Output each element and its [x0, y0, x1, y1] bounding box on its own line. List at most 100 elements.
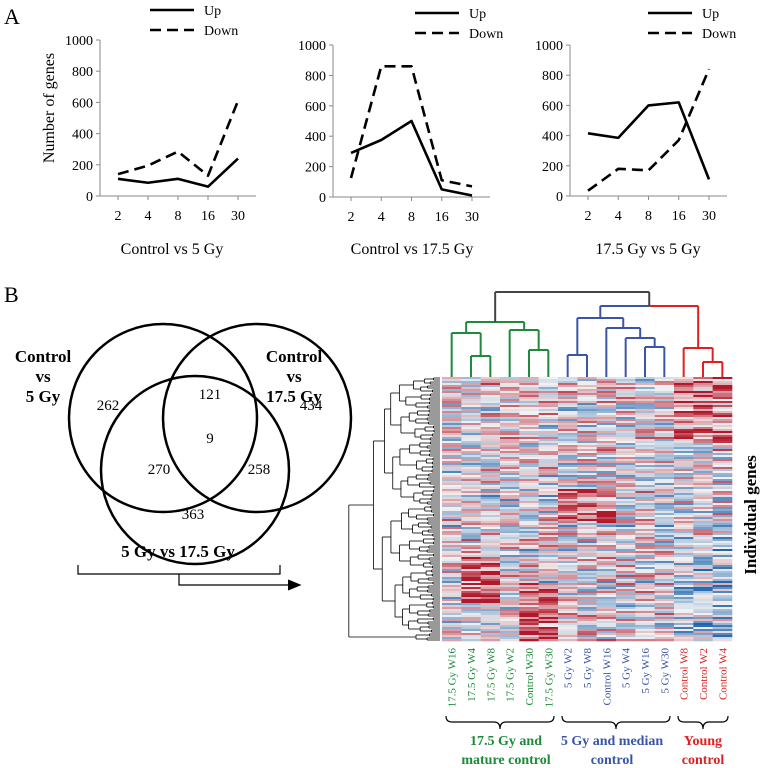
heatmap-cell — [577, 541, 597, 544]
heatmap-cell — [577, 467, 597, 470]
heatmap-cell — [480, 565, 501, 568]
heatmap-cell — [500, 425, 520, 428]
heatmap-cell — [480, 537, 501, 540]
heatmap-cell — [442, 417, 462, 420]
y-axis-label: Number of genes — [41, 53, 58, 163]
heatmap-cell — [674, 583, 694, 586]
heatmap-cell — [442, 573, 462, 576]
heatmap-cell — [480, 381, 501, 384]
heatmap-cell — [461, 635, 481, 638]
panel-label-b: B — [4, 282, 19, 307]
heatmap-cell — [654, 631, 675, 634]
heatmap-cell — [519, 451, 539, 454]
y-tick-label: 800 — [305, 69, 326, 84]
heatmap-cell — [712, 439, 733, 442]
heatmap-cell — [654, 399, 675, 402]
heatmap-cell — [577, 527, 597, 530]
heatmap-cell — [654, 465, 675, 468]
heatmap-cell — [500, 513, 520, 516]
heatmap-cell — [538, 605, 559, 608]
heatmap-cell — [442, 511, 462, 514]
heatmap-cell — [616, 435, 636, 438]
heatmap-cell — [538, 501, 559, 504]
heatmap-cell — [519, 377, 539, 380]
heatmap-cell — [558, 619, 578, 622]
heatmap-cell — [480, 465, 501, 468]
heatmap-cell — [712, 499, 733, 502]
heatmap-cell — [538, 383, 559, 386]
heatmap-cell — [480, 395, 501, 398]
heatmap-cell — [712, 447, 733, 450]
heatmap-cell — [461, 509, 481, 512]
heatmap-cell — [616, 471, 636, 474]
heatmap-cell — [461, 475, 481, 478]
heatmap-cell — [461, 461, 481, 464]
heatmap-cell — [461, 597, 481, 600]
heatmap-cell — [538, 591, 559, 594]
heatmap-cell — [712, 571, 733, 574]
heatmap-cell — [519, 571, 539, 574]
heatmap-cell — [635, 531, 655, 534]
heatmap-cell — [519, 405, 539, 408]
heatmap-cell — [500, 631, 520, 634]
heatmap-cell — [500, 467, 520, 470]
heatmap-cell — [538, 555, 559, 558]
heatmap-cell — [654, 619, 675, 622]
heatmap-cell — [654, 563, 675, 566]
heatmap-cell — [538, 569, 559, 572]
heatmap-cell — [596, 421, 617, 424]
heatmap-cell — [461, 567, 481, 570]
heatmap-cell — [577, 381, 597, 384]
heatmap-cell — [693, 415, 713, 418]
heatmap-cell — [577, 593, 597, 596]
heatmap-cell — [596, 533, 617, 536]
heatmap-cell — [480, 623, 501, 626]
heatmap-cell — [596, 639, 617, 642]
heatmap-cell — [674, 579, 694, 582]
heatmap-cell — [654, 423, 675, 426]
heatmap-cell — [674, 517, 694, 520]
heatmap-cell — [461, 525, 481, 528]
heatmap-cell — [674, 625, 694, 628]
heatmap-cell — [480, 467, 501, 470]
heatmap-cell — [654, 507, 675, 510]
heatmap-cell — [693, 419, 713, 422]
heatmap-cell — [480, 489, 501, 492]
heatmap-cell — [558, 391, 578, 394]
heatmap-cell — [674, 623, 694, 626]
heatmap-cell — [480, 377, 501, 380]
heatmap-cell — [674, 607, 694, 610]
heatmap-cell — [442, 421, 462, 424]
heatmap-cell — [654, 517, 675, 520]
heatmap-cell — [712, 421, 733, 424]
heatmap-cell — [693, 591, 713, 594]
heatmap-cell — [461, 559, 481, 562]
heatmap-cell — [558, 407, 578, 410]
heatmap-cell — [616, 591, 636, 594]
heatmap-cell — [596, 443, 617, 446]
heatmap-cell — [577, 629, 597, 632]
heatmap-cell — [538, 491, 559, 494]
heatmap-cell — [616, 421, 636, 424]
heatmap-cell — [712, 631, 733, 634]
heatmap-cell — [654, 475, 675, 478]
heatmap-cell — [558, 631, 578, 634]
heatmap-cell — [654, 613, 675, 616]
heatmap-cell — [558, 573, 578, 576]
heatmap-cell — [480, 555, 501, 558]
heatmap-cell — [519, 447, 539, 450]
heatmap-cell — [442, 449, 462, 452]
heatmap-cell — [674, 459, 694, 462]
heatmap-cell — [577, 459, 597, 462]
heatmap-cell — [654, 401, 675, 404]
heatmap-cell — [577, 455, 597, 458]
heatmap-cell — [442, 635, 462, 638]
heatmap-cell — [480, 633, 501, 636]
heatmap-cell — [442, 523, 462, 526]
heatmap-cell — [596, 587, 617, 590]
heatmap-cell — [693, 629, 713, 632]
heatmap-cell — [519, 391, 539, 394]
heatmap-cell — [538, 385, 559, 388]
heatmap-cell — [538, 429, 559, 432]
heatmap-cell — [635, 387, 655, 390]
